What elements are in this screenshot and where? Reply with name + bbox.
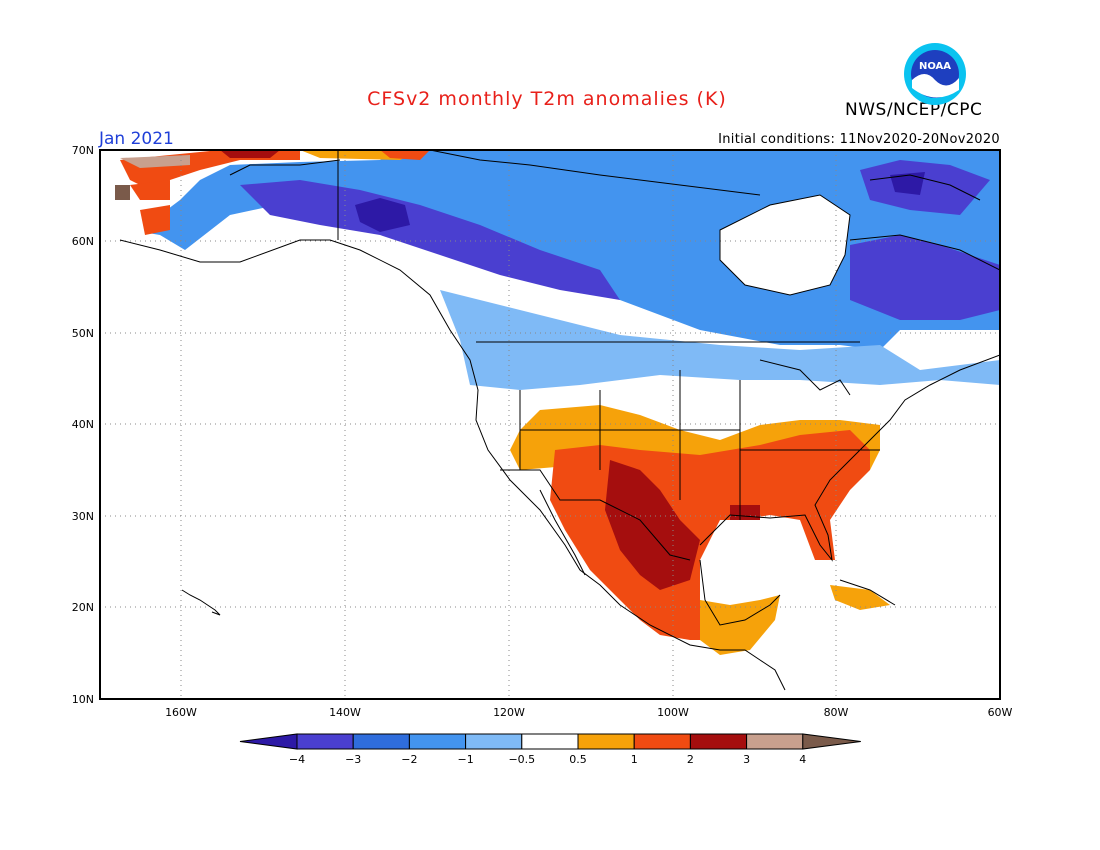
colorbar-label: −1 [457, 753, 473, 766]
lat-tick-label: 20N [72, 601, 94, 614]
coastlines [119, 150, 1000, 691]
colorbar-segment [633, 733, 691, 750]
borders [337, 150, 880, 561]
map-title: CFSv2 monthly T2m anomalies (K) [367, 88, 727, 110]
lon-tick-label: 140W [329, 706, 361, 719]
agency-label: NWS/NCEP/CPC [845, 100, 983, 120]
colorbar-label: −3 [345, 753, 361, 766]
lat-tick-label: 70N [72, 144, 94, 157]
colorbar-segment [408, 733, 467, 750]
latitude-labels: 70N 60N 50N 40N 30N 20N 10N [72, 144, 94, 706]
lon-tick-label: 160W [165, 706, 197, 719]
noaa-logo-text: NOAA [919, 61, 951, 72]
initial-conditions-label: Initial conditions: 11Nov2020-20Nov2020 [718, 132, 1000, 147]
lon-tick-label: 120W [493, 706, 525, 719]
colorbar-label: 1 [631, 753, 638, 766]
anomaly-shading [100, 150, 1000, 655]
lat-tick-label: 40N [72, 418, 94, 431]
lat-tick-label: 60N [72, 235, 94, 248]
colorbar-label: −4 [289, 753, 305, 766]
plot-frame [99, 149, 1001, 700]
lon-tick-label: 60W [988, 706, 1013, 719]
colorbar-segment [746, 733, 804, 750]
colorbar-segment [296, 733, 354, 750]
colorbar-label: −0.5 [508, 753, 535, 766]
lon-tick-label: 80W [824, 706, 849, 719]
forecast-month-label: Jan 2021 [99, 129, 174, 149]
graticule [100, 150, 1000, 699]
colorbar-max-arrow [802, 733, 861, 750]
lon-tick-label: 100W [657, 706, 689, 719]
colorbar-label: 2 [687, 753, 694, 766]
lat-tick-label: 10N [72, 693, 94, 706]
colorbar: −4 −3 −2 −1 −0.5 0.5 1 2 3 4 [239, 733, 861, 766]
lat-tick-label: 50N [72, 327, 94, 340]
colorbar-segment [577, 733, 635, 750]
longitude-labels: 160W 140W 120W 100W 80W 60W [165, 706, 1012, 719]
colorbar-segment [689, 733, 748, 750]
colorbar-segment [465, 733, 523, 750]
colorbar-min-arrow [239, 733, 298, 750]
noaa-logo-icon: NOAA [904, 43, 966, 105]
colorbar-label: 0.5 [569, 753, 587, 766]
colorbar-segment [521, 733, 579, 750]
colorbar-label: 3 [743, 753, 750, 766]
colorbar-segment [352, 733, 410, 750]
colorbar-label: −2 [401, 753, 417, 766]
colorbar-label: 4 [799, 753, 806, 766]
lat-tick-label: 30N [72, 510, 94, 523]
